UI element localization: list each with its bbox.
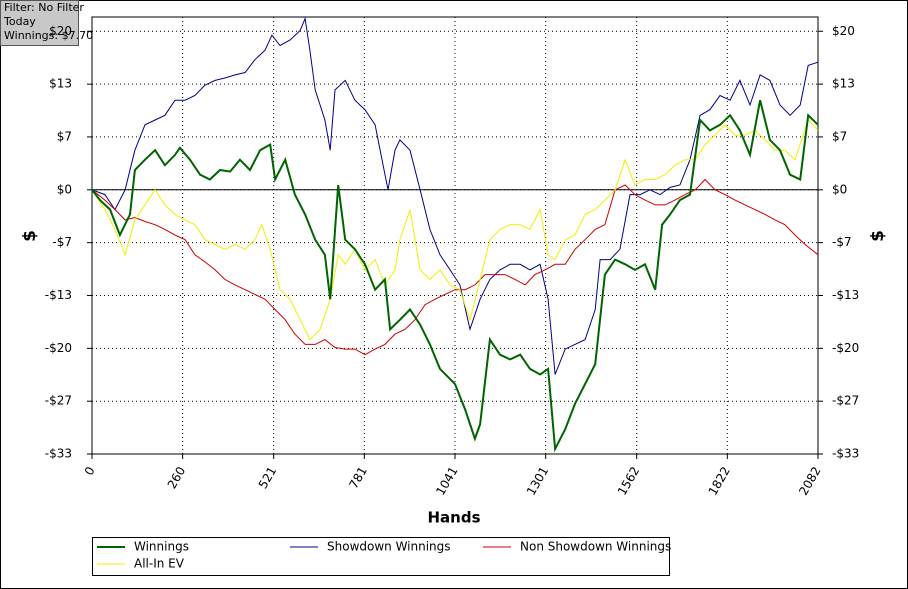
series-line [91, 178, 819, 356]
y2-axis-label: $ [868, 230, 888, 242]
y2-tick-label: -$27 [832, 394, 859, 408]
y-tick-label: -$20 [45, 341, 72, 355]
y-tick-label: $13 [49, 77, 72, 91]
y-tick-label: $7 [57, 129, 72, 143]
series-line [91, 119, 819, 341]
x-axis-label: Hands [427, 509, 480, 527]
y2-tick-label: $7 [832, 129, 847, 143]
legend-label: Non Showdown Winnings [520, 540, 671, 554]
series-line [91, 99, 819, 453]
y2-tick-label: -$33 [832, 447, 859, 461]
y-tick-label: -$27 [45, 394, 72, 408]
legend-label: All-In EV [134, 557, 185, 571]
filter-text: Filter: No Filter [4, 1, 84, 14]
y2-tick-label: $0 [832, 182, 847, 196]
legend-label: Winnings [134, 540, 189, 554]
y-tick-label: -$7 [52, 235, 72, 249]
y2-tick-label: -$20 [832, 341, 859, 355]
y-axis-label: $ [20, 230, 40, 242]
filter-text: Winnings: $7.70 [4, 29, 93, 42]
y-tick-label: -$13 [45, 288, 72, 302]
legend-label: Showdown Winnings [327, 540, 451, 554]
y2-tick-label: -$7 [832, 235, 852, 249]
plot-area [91, 16, 819, 455]
y2-tick-label: $13 [832, 77, 855, 91]
y2-tick-label: $20 [832, 24, 855, 38]
y2-tick-label: -$13 [832, 288, 859, 302]
y-tick-label: -$33 [45, 447, 72, 461]
y-tick-label: $0 [57, 182, 72, 196]
series-line [91, 16, 819, 375]
y-tick-label: $20 [49, 24, 72, 38]
legend-box [92, 537, 670, 576]
filter-box-bg [0, 0, 79, 46]
filter-text: Today [3, 15, 36, 28]
